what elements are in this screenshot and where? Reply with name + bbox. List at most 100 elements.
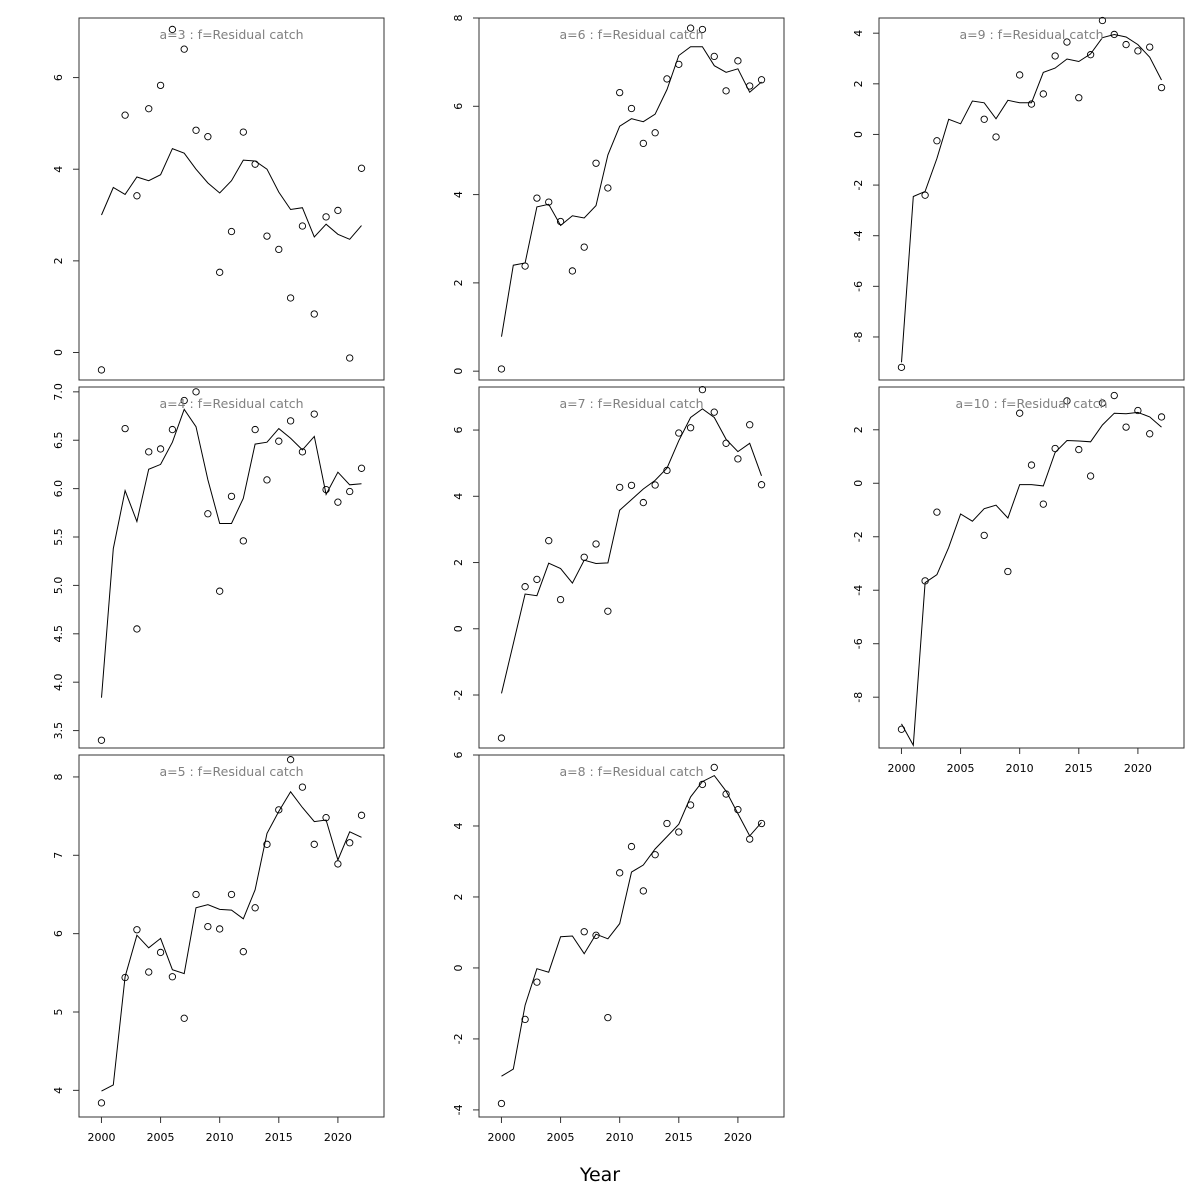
data-point (1051, 52, 1059, 60)
y-tick-label: 4 (852, 30, 865, 37)
x-tick-label: 2020 (324, 1131, 352, 1144)
data-point (1016, 71, 1024, 79)
data-point (97, 366, 106, 374)
data-point (757, 481, 766, 489)
data-point (357, 464, 366, 472)
data-point (497, 734, 506, 742)
data-point (216, 268, 224, 276)
data-point (616, 88, 624, 97)
panel-title: a=7 : f=Residual catch (559, 396, 703, 411)
data-point (204, 510, 212, 518)
data-point (133, 192, 141, 200)
data-point (734, 455, 742, 463)
data-point (1027, 461, 1036, 469)
y-tick-label: 5 (52, 1009, 65, 1016)
data-point (1075, 445, 1083, 454)
x-tick-label: 2005 (147, 1131, 175, 1144)
data-point (722, 87, 730, 95)
data-point (275, 437, 283, 445)
data-point (1134, 47, 1142, 55)
panel-8: -4 -2 0 2 4 6 2000 2005 2010 2015 2020 a=8 : f=Resi… (452, 752, 785, 1144)
data-point (1134, 406, 1142, 415)
plot-frame (478, 754, 785, 1118)
data-point (168, 425, 177, 434)
data-point (145, 105, 153, 113)
y-tick-label: 4 (52, 1087, 65, 1094)
data-point (1122, 40, 1130, 49)
x-tick-label: 2005 (547, 1131, 575, 1144)
data-point (286, 756, 295, 764)
y-tick-label: 2 (452, 893, 465, 900)
y-tick-label: 7 (52, 852, 65, 859)
y-tick-label: -2 (452, 690, 465, 701)
fitted-line (101, 147, 362, 240)
data-point (1063, 38, 1071, 46)
y-tick-label: 0 (852, 131, 865, 138)
data-point (239, 537, 247, 545)
data-point (310, 410, 318, 418)
y-tick-label: 4 (452, 191, 465, 198)
data-point (992, 133, 1000, 141)
y-tick-label: 2 (52, 257, 65, 264)
data-point (580, 553, 588, 561)
y-tick-label: -6 (852, 281, 865, 292)
data-point (497, 1099, 506, 1108)
x-tick-label: 2010 (206, 1131, 234, 1144)
fitted-line (901, 33, 1162, 363)
data-point (334, 860, 342, 868)
data-point (521, 583, 529, 591)
y-tick-label: 6 (452, 427, 465, 434)
plot-frame (878, 17, 1185, 381)
y-tick-label: 4.5 (52, 625, 65, 643)
x-tick-label: 2005 (947, 762, 975, 775)
data-point (592, 540, 600, 548)
panel-title: a=6 : f=Residual catch (559, 27, 703, 42)
data-point (286, 417, 295, 425)
x-tick-label: 2020 (724, 1131, 752, 1144)
data-point (156, 445, 165, 453)
data-point (698, 385, 707, 394)
data-point (686, 24, 695, 32)
panel-1: 0 2 4 6 a=3 : f=Residual catch (52, 17, 385, 381)
data-point (757, 76, 766, 84)
data-point (497, 365, 506, 373)
data-point (239, 948, 247, 956)
data-point (1146, 430, 1154, 438)
y-tick-label: 8 (452, 15, 465, 22)
data-point (357, 164, 366, 172)
data-point (121, 111, 129, 119)
panel-title: a=5 : f=Residual catch (159, 764, 303, 779)
data-point (627, 104, 636, 113)
y-tick-label: -4 (852, 585, 865, 596)
data-point (1004, 567, 1012, 576)
y-tick-label: 2 (452, 559, 465, 566)
data-point (275, 806, 283, 814)
x-tick-label: 2010 (606, 1131, 634, 1144)
data-point (710, 763, 718, 772)
data-point (192, 126, 200, 134)
data-point (334, 206, 342, 215)
data-point (580, 928, 588, 936)
data-point (286, 294, 295, 302)
data-point (251, 425, 259, 434)
data-point (675, 828, 683, 836)
fitted-line (501, 408, 762, 694)
data-point (627, 481, 636, 490)
panel-title: a=3 : f=Residual catch (159, 27, 303, 42)
data-point (627, 842, 636, 851)
y-tick-label: 0 (52, 349, 65, 356)
x-tick-label: 2015 (665, 1131, 693, 1144)
data-point (698, 25, 707, 34)
data-point (521, 1015, 529, 1024)
data-point (156, 81, 165, 90)
y-tick-label: -8 (852, 331, 865, 342)
data-point (1016, 409, 1024, 417)
data-point (334, 498, 342, 506)
data-point (710, 408, 718, 416)
data-point (227, 227, 236, 236)
data-point (298, 783, 307, 791)
data-point (180, 1014, 188, 1022)
x-tick-label: 2000 (887, 762, 915, 775)
x-tick-label: 2015 (1065, 762, 1093, 775)
